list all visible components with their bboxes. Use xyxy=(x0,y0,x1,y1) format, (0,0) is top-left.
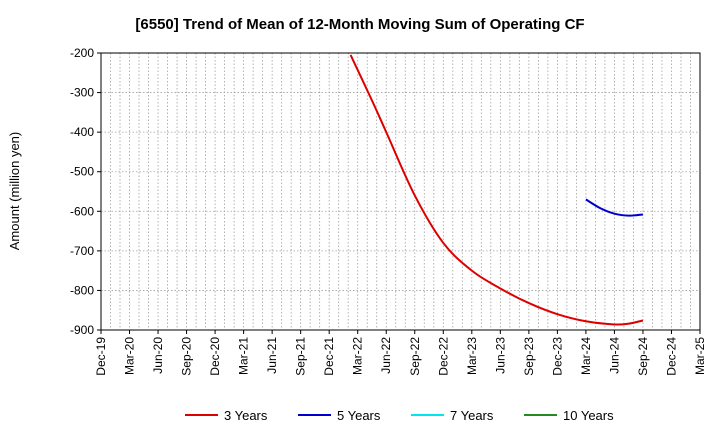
x-tick-label: Jun-22 xyxy=(379,337,393,374)
y-tick-label: -800 xyxy=(70,283,94,297)
y-tick-label: -300 xyxy=(70,86,94,100)
x-tick-label: Mar-23 xyxy=(465,337,479,375)
y-axis-ticks: -200 -300 -400 -500 -600 -700 -800 -900 xyxy=(70,46,101,337)
legend-label-7-years: 7 Years xyxy=(450,408,494,423)
x-tick-label: Mar-25 xyxy=(693,337,707,375)
chart-title: [6550] Trend of Mean of 12-Month Moving … xyxy=(135,16,584,33)
x-tick-label: Dec-21 xyxy=(322,337,336,376)
x-tick-label: Mar-21 xyxy=(237,337,251,375)
y-tick-label: -900 xyxy=(70,323,94,337)
series-line-5-years xyxy=(585,198,644,217)
x-tick-label: Jun-23 xyxy=(493,337,507,374)
x-tick-label: Mar-24 xyxy=(579,337,593,375)
x-tick-label: Sep-24 xyxy=(636,337,650,376)
plot-area xyxy=(101,53,700,330)
y-tick-label: -600 xyxy=(70,204,94,218)
y-tick-label: -200 xyxy=(70,46,94,60)
y-tick-label: -400 xyxy=(70,125,94,139)
legend-label-3-years: 3 Years xyxy=(224,408,268,423)
x-tick-label: Jun-20 xyxy=(151,337,165,374)
plot-frame xyxy=(100,52,701,331)
x-tick-label: Sep-21 xyxy=(294,337,308,376)
legend-label-5-years: 5 Years xyxy=(337,408,381,423)
x-tick-label: Mar-22 xyxy=(351,337,365,375)
x-tick-label: Dec-23 xyxy=(550,337,564,376)
x-tick-label: Mar-20 xyxy=(123,337,137,375)
series-line-3-years xyxy=(349,54,644,326)
x-tick-label: Dec-20 xyxy=(208,337,222,376)
x-tick-label: Jun-24 xyxy=(607,337,621,374)
y-tick-label: -700 xyxy=(70,244,94,258)
x-tick-label: Sep-23 xyxy=(522,337,536,376)
x-tick-label: Dec-22 xyxy=(436,337,450,376)
x-tick-label: Sep-22 xyxy=(408,337,422,376)
x-tick-label: Sep-20 xyxy=(180,337,194,376)
y-tick-label: -500 xyxy=(70,165,94,179)
x-axis-ticks: Dec-19 Mar-20 Jun-20 Sep-20 Dec-20 Mar-21 Jun-… xyxy=(94,330,707,376)
legend-label-10-years: 10 Years xyxy=(563,408,614,423)
x-tick-label: Jun-21 xyxy=(265,337,279,374)
y-axis-label: Amount (million yen) xyxy=(7,132,22,251)
series-lines xyxy=(349,54,644,326)
legend: 3 Years 5 Years 7 Years 10 Years xyxy=(185,408,614,423)
x-tick-label: Dec-19 xyxy=(94,337,108,376)
x-tick-label: Dec-24 xyxy=(664,337,678,376)
grid-lines xyxy=(101,53,700,330)
